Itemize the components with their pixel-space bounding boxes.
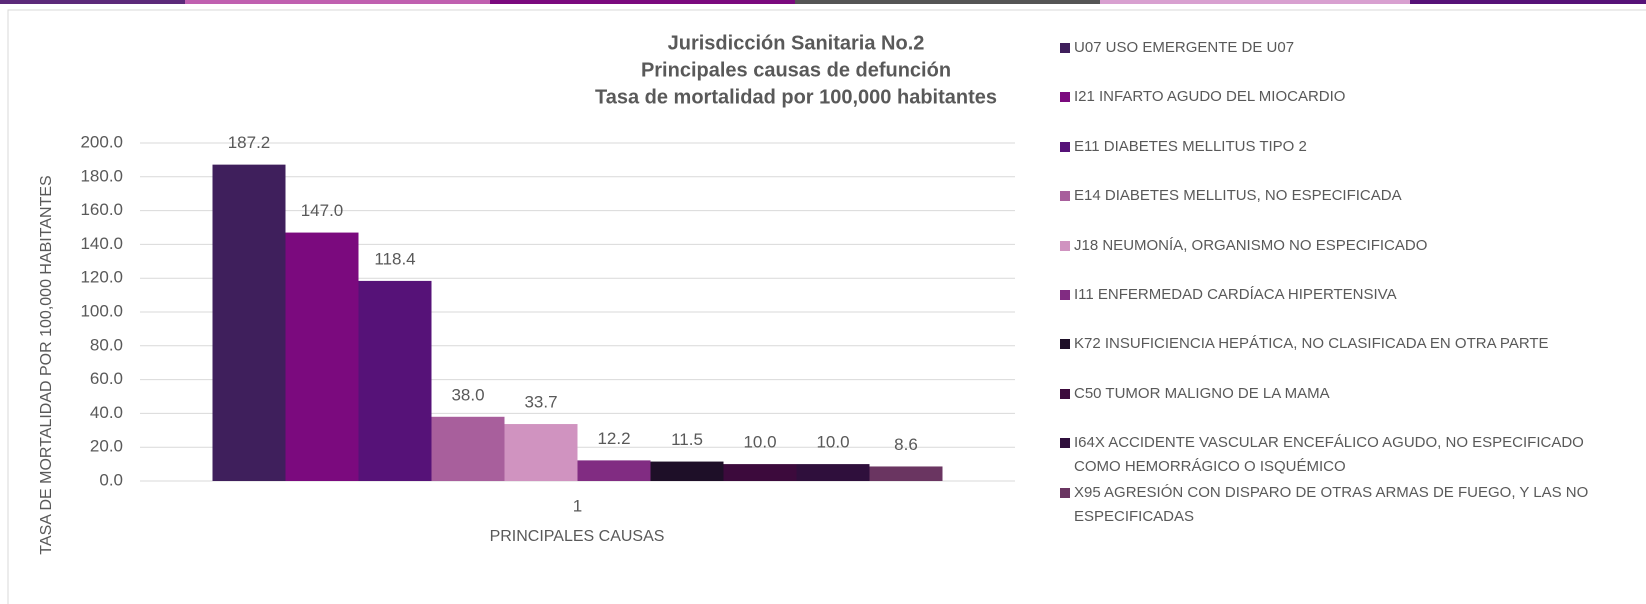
legend-item: I21 INFARTO AGUDO DEL MIOCARDIO — [1060, 85, 1630, 109]
y-tick-label: 40.0 — [90, 403, 123, 422]
y-tick-label: 100.0 — [80, 301, 123, 320]
legend-item: I64X ACCIDENTE VASCULAR ENCEFÁLICO AGUDO… — [1060, 431, 1630, 479]
legend-label: U07 USO EMERGENTE DE U07 — [1074, 39, 1295, 56]
legend-label: E11 DIABETES MELLITUS TIPO 2 — [1074, 137, 1307, 155]
legend-swatch — [1060, 438, 1070, 449]
legend-label: K72 INSUFICIENCIA HEPÁTICA, NO CLASIFICA… — [1074, 335, 1549, 353]
data-label: 12.2 — [597, 429, 630, 448]
y-tick-label: 180.0 — [80, 166, 123, 185]
legend-swatch — [1060, 290, 1070, 300]
bar — [504, 424, 578, 481]
legend-label: I11 ENFERMEDAD CARDÍACA HIPERTENSIVA — [1074, 286, 1397, 303]
data-label: 11.5 — [671, 430, 703, 449]
bar — [869, 466, 943, 481]
bar — [285, 232, 359, 481]
data-label: 10.0 — [743, 433, 776, 452]
legend-label: I64X ACCIDENTE VASCULAR ENCEFÁLICO AGUDO… — [1074, 434, 1584, 476]
y-axis-label: TASA DE MORTALIDAD POR 100,000 HABITANTE… — [38, 175, 55, 554]
y-tick-label: 160.0 — [80, 200, 123, 219]
legend-label: C50 TUMOR MALIGNO DE LA MAMA — [1074, 384, 1330, 402]
y-tick-label: 60.0 — [90, 369, 123, 388]
legend-item: K72 INSUFICIENCIA HEPÁTICA, NO CLASIFICA… — [1060, 332, 1630, 356]
data-label: 38.0 — [451, 385, 484, 404]
legend-item: I11 ENFERMEDAD CARDÍACA HIPERTENSIVA — [1060, 283, 1630, 307]
bar — [431, 416, 505, 481]
y-tick-label: 20.0 — [90, 437, 123, 456]
legend-swatch — [1060, 339, 1070, 350]
x-axis-label: PRINCIPALES CAUSAS — [490, 528, 665, 545]
bar — [723, 464, 797, 481]
data-label: 8.6 — [894, 435, 918, 454]
y-tick-label: 120.0 — [80, 268, 123, 287]
x-tick-label: 1 — [573, 496, 582, 515]
legend-swatch — [1060, 141, 1070, 152]
data-label: 187.2 — [228, 133, 271, 152]
chart-title: Tasa de mortalidad por 100,000 habitante… — [595, 86, 997, 108]
legend-label: I21 INFARTO AGUDO DEL MIOCARDIO — [1074, 88, 1346, 106]
legend-item: U07 USO EMERGENTE DE U07 — [1060, 36, 1630, 60]
bar — [650, 461, 724, 481]
top-strip — [0, 0, 1646, 4]
legend-label: E14 DIABETES MELLITUS, NO ESPECIFICADA — [1074, 187, 1402, 205]
chart-title: Jurisdicción Sanitaria No.2 — [668, 32, 925, 54]
bar — [212, 164, 286, 481]
legend-item: C50 TUMOR MALIGNO DE LA MAMA — [1060, 382, 1630, 406]
data-label: 147.0 — [301, 201, 344, 220]
bar — [577, 460, 651, 481]
chart-frame — [7, 9, 1646, 604]
legend-item: J18 NEUMONÍA, ORGANISMO NO ESPECIFICADO — [1060, 234, 1630, 258]
legend-swatch — [1060, 487, 1070, 498]
legend-item: X95 AGRESIÓN CON DISPARO DE OTRAS ARMAS … — [1060, 481, 1630, 529]
legend-item: E11 DIABETES MELLITUS TIPO 2 — [1060, 135, 1630, 159]
bar — [796, 464, 870, 481]
legend-label: X95 AGRESIÓN CON DISPARO DE OTRAS ARMAS … — [1074, 483, 1589, 525]
data-label: 33.7 — [524, 393, 557, 412]
legend-swatch — [1060, 240, 1070, 251]
legend-swatch — [1060, 191, 1070, 202]
legend-item: E14 DIABETES MELLITUS, NO ESPECIFICADA — [1060, 184, 1630, 208]
legend-swatch — [1060, 92, 1070, 103]
y-tick-label: 200.0 — [80, 132, 123, 151]
y-tick-label: 0.0 — [99, 470, 123, 489]
bar — [358, 280, 432, 481]
data-label: 118.4 — [374, 249, 415, 268]
y-tick-label: 80.0 — [90, 335, 123, 354]
chart-title: Principales causas de defunción — [641, 59, 951, 81]
y-tick-label: 140.0 — [80, 234, 123, 253]
legend-swatch — [1060, 388, 1070, 399]
data-label: 10.0 — [816, 433, 849, 452]
legend-label: J18 NEUMONÍA, ORGANISMO NO ESPECIFICADO — [1074, 236, 1428, 254]
legend-swatch — [1060, 43, 1070, 53]
